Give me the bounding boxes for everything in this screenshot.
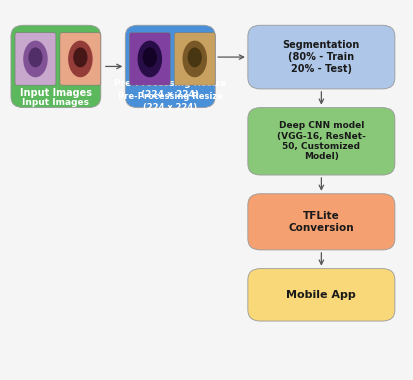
FancyBboxPatch shape <box>15 33 56 85</box>
FancyBboxPatch shape <box>247 194 394 250</box>
Text: Input Images: Input Images <box>22 98 89 106</box>
Ellipse shape <box>142 48 157 67</box>
FancyBboxPatch shape <box>125 25 215 108</box>
FancyBboxPatch shape <box>129 33 170 85</box>
Ellipse shape <box>28 48 43 67</box>
Text: TFLite
Conversion: TFLite Conversion <box>288 211 353 233</box>
Text: Input Images: Input Images <box>20 88 92 98</box>
FancyBboxPatch shape <box>60 33 100 85</box>
FancyBboxPatch shape <box>247 108 394 175</box>
Ellipse shape <box>73 48 87 67</box>
Ellipse shape <box>137 41 161 77</box>
Text: Pre-Processing Resize
(224 x 224): Pre-Processing Resize (224 x 224) <box>114 79 226 98</box>
Text: Deep CNN model
(VGG-16, ResNet-
50, Customized
Model): Deep CNN model (VGG-16, ResNet- 50, Cust… <box>276 121 365 162</box>
FancyBboxPatch shape <box>247 269 394 321</box>
FancyBboxPatch shape <box>11 25 100 108</box>
Text: Segmentation
(80% - Train
20% - Test): Segmentation (80% - Train 20% - Test) <box>282 41 359 74</box>
Text: Mobile App: Mobile App <box>286 290 355 300</box>
Text: Pre-Processing Resize
(224 x 224): Pre-Processing Resize (224 x 224) <box>117 92 222 112</box>
Ellipse shape <box>23 41 47 77</box>
Ellipse shape <box>68 41 93 77</box>
Ellipse shape <box>182 41 206 77</box>
FancyBboxPatch shape <box>174 33 215 85</box>
FancyBboxPatch shape <box>247 25 394 89</box>
Ellipse shape <box>187 48 202 67</box>
